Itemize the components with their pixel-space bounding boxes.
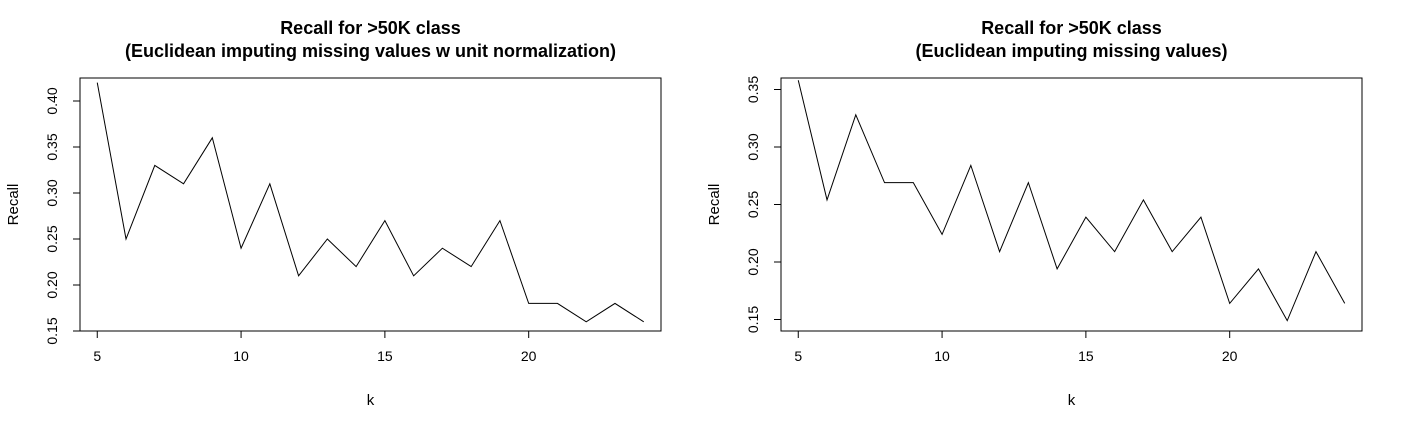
chart-title: Recall for >50K class <box>280 18 461 38</box>
x-tick-label: 15 <box>377 348 393 364</box>
y-axis-label: Recall <box>5 184 22 226</box>
y-tick-label: 0.20 <box>745 248 761 275</box>
chart-subtitle: (Euclidean imputing missing values) <box>915 41 1227 61</box>
x-tick-label: 15 <box>1078 348 1094 364</box>
y-tick-label: 0.30 <box>745 133 761 160</box>
y-axis-label: Recall <box>706 184 723 226</box>
x-tick-label: 5 <box>93 348 101 364</box>
y-tick-label: 0.35 <box>44 133 60 160</box>
chart-panel-1: Recall for >50K class (Euclidean imputing… <box>5 18 662 409</box>
plot-frame <box>780 77 1363 332</box>
y-tick-label: 0.25 <box>44 225 60 252</box>
x-axis-label: k <box>367 392 375 409</box>
y-tick-label: 0.35 <box>745 76 761 103</box>
y-tick-label: 0.15 <box>745 306 761 333</box>
x-tick-label: 20 <box>521 348 537 364</box>
y-tick-label: 0.30 <box>44 179 60 206</box>
y-tick-label: 0.40 <box>44 87 60 114</box>
y-tick-label: 0.15 <box>44 317 60 344</box>
chart-panel-2: Recall for >50K class (Euclidean imputing… <box>706 18 1363 409</box>
x-tick-label: 5 <box>794 348 802 364</box>
chart-title: Recall for >50K class <box>981 18 1162 38</box>
x-tick-label: 20 <box>1222 348 1238 364</box>
y-tick-label: 0.20 <box>44 271 60 298</box>
x-axis-label: k <box>1068 392 1076 409</box>
series-line <box>96 82 645 323</box>
y-tick-label: 0.25 <box>745 191 761 218</box>
series-line <box>797 80 1346 322</box>
x-tick-label: 10 <box>233 348 249 364</box>
chart-subtitle: (Euclidean imputing missing values w uni… <box>125 41 616 61</box>
plot-frame <box>79 77 662 332</box>
x-tick-label: 10 <box>934 348 950 364</box>
